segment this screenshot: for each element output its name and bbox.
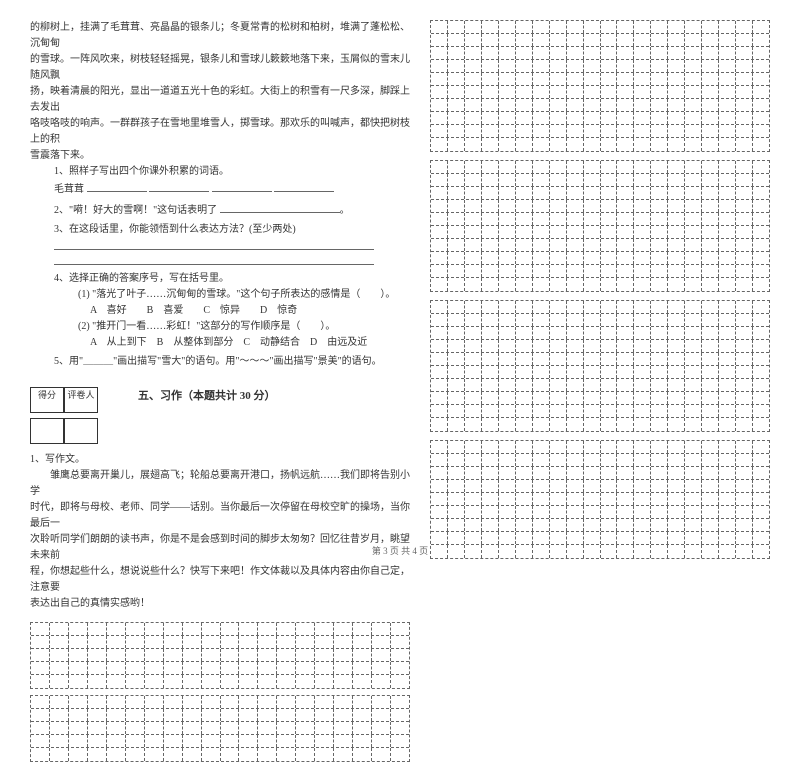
question-4: 4、选择正确的答案序号，写在括号里。 (1) "落光了叶子……沉甸甸的雪球。"这…: [30, 271, 410, 351]
score-cell-label: 得分: [30, 387, 64, 413]
writing-grid[interactable]: [430, 160, 770, 292]
writing-body-line: 时代，即将与母校、老师、同学——话别。当你最后一次停留在母校空旷的操场，当你最后…: [30, 500, 410, 532]
left-writing-grids: [30, 622, 410, 762]
passage: 的柳树上，挂满了毛茸茸、亮晶晶的银条儿；冬夏常青的松树和柏树，堆满了蓬松松、沉甸…: [30, 20, 410, 164]
answer-blank[interactable]: [220, 201, 340, 213]
score-box-blank: [30, 418, 410, 444]
writing-body-line: 程，你想起些什么，想说说些什么？快写下来吧！作文体裁以及具体内容由你自己定，注意…: [30, 564, 410, 596]
writing-body-line: 表达出自己的真情实感哟！: [30, 596, 410, 612]
writing-body-line: 雏鹰总要离开巢儿，展翅高飞；轮船总要离开港口，扬帆远航……我们即将告别小学: [30, 468, 410, 500]
score-cell-label: 评卷人: [64, 387, 98, 413]
question-2: 2、"嗬！好大的雪啊！"这句话表明了 。: [30, 201, 410, 219]
q4-stem: 4、选择正确的答案序号，写在括号里。: [54, 271, 410, 287]
score-box: 得分 评卷人: [30, 387, 98, 413]
q1-example: 毛茸茸: [54, 180, 410, 198]
score-cell-blank[interactable]: [64, 418, 98, 444]
answer-blank[interactable]: [212, 180, 272, 192]
q4-sub2: (2) "推开门一看……彩虹！"这部分的写作顺序是（ ）。: [54, 319, 410, 335]
answer-blank[interactable]: [274, 180, 334, 192]
question-5: 5、用"＿＿＿"画出描写"雪大"的语句。用"～～～"画出描写"景美"的语句。: [30, 354, 410, 370]
passage-line: 扬，映着清晨的阳光，显出一道道五光十色的彩虹。大街上的积雪有一尺多深，脚踩上去发…: [30, 84, 410, 116]
score-cell-blank[interactable]: [30, 418, 64, 444]
passage-line: 咯吱咯吱的响声。一群群孩子在雪地里堆雪人，掷雪球。那欢乐的叫喊声，都快把树枝上的…: [30, 116, 410, 148]
passage-line: 的雪球。一阵风吹来，树枝轻轻摇晃，银条儿和雪球儿簌簌地落下来，玉屑似的雪末儿随风…: [30, 52, 410, 84]
passage-line: 雪震落下来。: [30, 148, 410, 164]
section-5-title: 五、习作（本题共计 30 分）: [138, 383, 276, 409]
q4-sub1: (1) "落光了叶子……沉甸甸的雪球。"这个句子所表达的感情是（ ）。: [54, 287, 410, 303]
answer-blank[interactable]: [87, 180, 147, 192]
writing-grid[interactable]: [430, 440, 770, 559]
writing-stem: 1、写作文。: [30, 452, 410, 468]
writing-grid[interactable]: [430, 20, 770, 152]
left-column: 的柳树上，挂满了毛茸茸、亮晶晶的银条儿；冬夏常青的松树和柏树，堆满了蓬松松、沉甸…: [30, 20, 410, 520]
writing-grid[interactable]: [30, 695, 410, 762]
question-3: 3、在这段话里，你能领悟到什么表达方法？(至少两处): [30, 222, 410, 268]
q1-stem: 1、照样子写出四个你课外积累的词语。: [54, 164, 410, 180]
answer-blank[interactable]: [149, 180, 209, 192]
writing-prompt: 1、写作文。 雏鹰总要离开巢儿，展翅高飞；轮船总要离开港口，扬帆远航……我们即将…: [30, 452, 410, 612]
answer-blank[interactable]: [54, 238, 374, 250]
passage-line: 的柳树上，挂满了毛茸茸、亮晶晶的银条儿；冬夏常青的松树和柏树，堆满了蓬松松、沉甸…: [30, 20, 410, 52]
right-column: [430, 20, 770, 520]
page-content: 的柳树上，挂满了毛茸茸、亮晶晶的银条儿；冬夏常青的松树和柏树，堆满了蓬松松、沉甸…: [30, 20, 770, 520]
answer-blank[interactable]: [54, 253, 374, 265]
q3-stem: 3、在这段话里，你能领悟到什么表达方法？(至少两处): [54, 222, 410, 238]
q4-opts1: A 喜好 B 喜爱 C 惊异 D 惊奇: [54, 303, 410, 319]
page-footer: 第 3 页 共 4 页: [0, 544, 800, 557]
question-1: 1、照样子写出四个你课外积累的词语。 毛茸茸: [30, 164, 410, 198]
writing-grid[interactable]: [30, 622, 410, 689]
q1-example-text: 毛茸茸: [54, 184, 84, 195]
q4-opts2: A 从上到下 B 从整体到部分 C 动静结合 D 由远及近: [54, 335, 410, 351]
writing-grid[interactable]: [430, 300, 770, 432]
section-5-header: 得分 评卷人 五、习作（本题共计 30 分）: [30, 373, 410, 419]
q2-stem: 2、"嗬！好大的雪啊！"这句话表明了: [54, 205, 217, 216]
